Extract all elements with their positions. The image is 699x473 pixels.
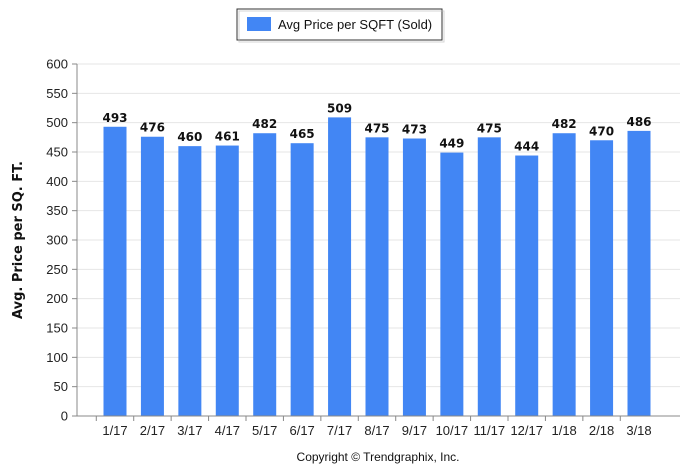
bar <box>402 138 426 417</box>
y-axis-title: Avg. Price per SQ. FT. <box>11 161 26 319</box>
y-tick-label: 50 <box>54 379 68 394</box>
x-tick-label: 8/17 <box>364 423 389 438</box>
data-label: 475 <box>364 121 389 135</box>
x-axis-ticks: 1/17 2/17 3/17 4/17 5/17 6/17 7/17 8/17 9/17 10/1… <box>95 416 652 438</box>
x-tick-label: 1/18 <box>551 423 576 438</box>
data-label: 475 <box>477 121 502 135</box>
x-tick-label: 2/17 <box>140 423 165 438</box>
x-tick-label: 11/17 <box>473 423 505 438</box>
x-tick-label: 6/17 <box>289 423 314 438</box>
axes <box>76 64 680 417</box>
x-tick-label: 2/18 <box>589 423 614 438</box>
bar <box>440 152 464 416</box>
y-tick-label: 250 <box>46 262 68 277</box>
x-tick-label: 1/17 <box>102 423 127 438</box>
x-tick-label: 7/17 <box>327 423 352 438</box>
y-tick-label: 550 <box>46 86 68 101</box>
legend-label: Avg Price per SQFT (Sold) <box>278 17 432 32</box>
bar <box>477 137 501 417</box>
x-tick-label: 4/17 <box>215 423 240 438</box>
x-tick-label: 12/17 <box>510 423 543 438</box>
copyright-text: Copyright © Trendgraphix, Inc. <box>297 450 460 464</box>
data-label: 470 <box>589 124 614 138</box>
bar <box>103 126 127 417</box>
bar <box>552 133 576 416</box>
y-tick-label: 150 <box>46 321 68 336</box>
bar <box>515 155 539 416</box>
data-label: 482 <box>552 117 577 131</box>
bar <box>290 143 314 416</box>
x-tick-label: 3/18 <box>626 423 651 438</box>
x-tick-label: 10/17 <box>436 423 469 438</box>
data-label: 465 <box>290 127 315 141</box>
data-label: 449 <box>439 137 464 151</box>
y-tick-label: 100 <box>46 350 68 365</box>
y-tick-label: 200 <box>46 291 68 306</box>
data-label: 486 <box>626 115 651 129</box>
bar <box>365 137 389 417</box>
data-label: 444 <box>514 140 539 154</box>
bar <box>178 146 202 416</box>
x-tick-label: 5/17 <box>252 423 277 438</box>
data-label: 476 <box>140 121 165 135</box>
y-tick-label: 300 <box>46 233 68 248</box>
y-tick-label: 500 <box>46 115 68 130</box>
data-labels: 493 476 460 461 482 465 509 475 473 449 475 444 482 4… <box>102 101 651 153</box>
data-label: 473 <box>402 123 427 137</box>
bar <box>140 136 164 416</box>
bar <box>328 117 352 417</box>
bar <box>215 145 239 416</box>
x-tick-label: 3/17 <box>177 423 202 438</box>
data-label: 461 <box>215 130 240 144</box>
data-label: 493 <box>102 111 127 125</box>
y-tick-label: 450 <box>46 145 68 160</box>
y-axis-ticks: 0 50 100 150 200 250 300 350 400 450 500 550 600 <box>46 57 77 424</box>
legend: Avg Price per SQFT (Sold) <box>236 8 445 43</box>
data-label: 460 <box>177 130 202 144</box>
y-tick-label: 600 <box>46 57 68 72</box>
bar <box>253 133 277 416</box>
x-tick-label: 9/17 <box>402 423 427 438</box>
legend-swatch <box>247 17 271 31</box>
data-label: 509 <box>327 101 352 115</box>
bar <box>590 140 614 416</box>
data-label: 482 <box>252 117 277 131</box>
y-tick-label: 0 <box>61 409 68 424</box>
y-tick-label: 400 <box>46 174 68 189</box>
bars <box>103 117 651 417</box>
y-tick-label: 350 <box>46 203 68 218</box>
bar <box>627 130 651 416</box>
